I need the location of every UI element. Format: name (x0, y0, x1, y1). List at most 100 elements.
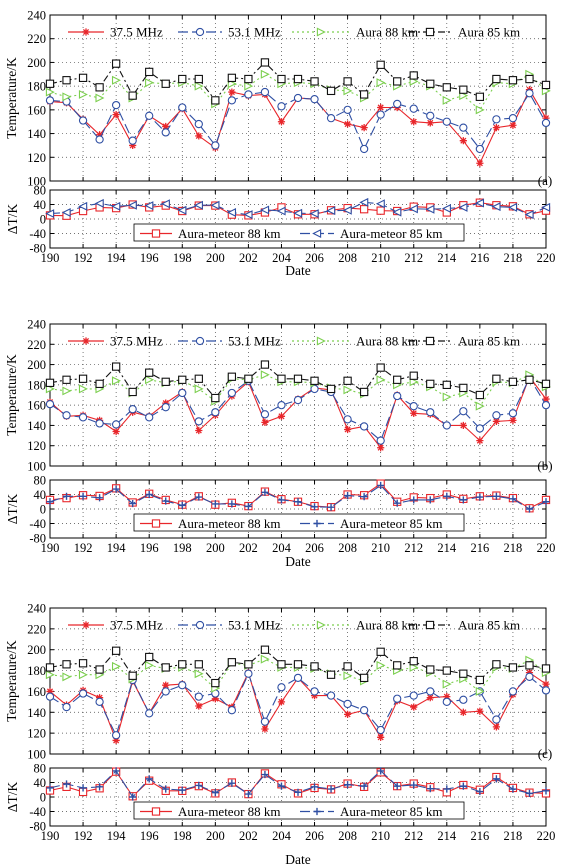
y-tick-label: -80 (29, 532, 46, 546)
data-point-difference-1 (491, 202, 501, 212)
x-tick-label: 208 (338, 541, 357, 555)
data-point-difference-1 (541, 202, 551, 212)
x-tick-label: 210 (371, 541, 390, 555)
data-point-temperature-1 (459, 695, 468, 704)
data-point-temperature-1 (359, 144, 369, 154)
x-tick-label: 198 (173, 251, 192, 265)
data-point-temperature-3 (525, 661, 534, 670)
data-point-temperature-3 (211, 96, 220, 105)
panel-label: (b) (537, 458, 552, 473)
x-tick-label: 198 (173, 541, 192, 555)
data-point-temperature-2 (62, 92, 72, 102)
x-tick-label: 212 (404, 251, 423, 265)
data-point-temperature-2 (78, 89, 88, 99)
legend-item-diff88-label: Aura-meteor 88 km (178, 226, 281, 241)
data-point-difference-1 (144, 201, 154, 211)
data-point-temperature-3 (492, 74, 501, 84)
data-point-difference-1 (294, 498, 302, 506)
data-point-temperature-3 (459, 383, 468, 393)
data-point-difference-0 (376, 206, 385, 215)
data-point-difference-1 (475, 198, 485, 208)
data-point-temperature-2 (244, 81, 254, 91)
data-point-difference-1 (342, 205, 352, 215)
data-point-temperature-3 (211, 678, 220, 688)
x-tick-label: 210 (371, 829, 390, 843)
data-point-temperature-3 (128, 387, 137, 397)
data-point-temperature-2 (376, 78, 386, 88)
data-point-difference-1 (458, 202, 468, 212)
data-point-temperature-1 (326, 691, 336, 700)
legend-item-diff88-label: Aura-meteor 88 km (178, 516, 281, 531)
data-point-difference-1 (327, 503, 335, 511)
data-point-temperature-1 (45, 399, 55, 409)
data-point-temperature-1 (310, 95, 319, 104)
x-tick-label: 192 (74, 541, 93, 555)
x-tick-label: 204 (272, 541, 292, 555)
data-point-temperature-3 (244, 660, 253, 669)
data-point-temperature-2 (78, 384, 88, 394)
data-point-difference-1 (96, 783, 104, 791)
data-point-difference-0 (359, 205, 369, 214)
data-point-temperature-0 (476, 707, 484, 715)
y-tick-label: 100 (27, 175, 46, 189)
data-point-temperature-3 (227, 372, 237, 381)
data-point-temperature-2 (145, 78, 155, 88)
data-point-temperature-0 (344, 710, 352, 718)
data-point-difference-1 (79, 492, 87, 500)
data-point-temperature-2 (62, 386, 72, 396)
plot-frame (49, 323, 547, 467)
data-point-temperature-1 (343, 415, 352, 424)
data-point-difference-1 (327, 785, 335, 793)
data-point-temperature-3 (376, 647, 385, 656)
data-point-temperature-0 (509, 121, 517, 129)
legend-item-531-marker (195, 336, 205, 346)
data-point-temperature-3 (409, 657, 418, 666)
x-tick-label: 216 (470, 829, 489, 843)
data-point-difference-1 (260, 205, 270, 215)
data-point-temperature-3 (45, 663, 55, 672)
data-point-temperature-3 (393, 375, 402, 384)
data-point-temperature-0 (459, 708, 467, 716)
data-point-temperature-0 (492, 723, 500, 731)
data-point-temperature-1 (525, 672, 534, 681)
data-point-temperature-3 (293, 74, 303, 84)
panel-1-temperature-plot: 100 120 140 160 180 200 220 240 Temperature/K (4, 318, 551, 474)
data-point-temperature-0 (525, 669, 534, 677)
data-point-difference-1 (525, 789, 534, 797)
data-point-temperature-0 (492, 124, 500, 132)
data-point-temperature-1 (95, 419, 104, 428)
legend-temperature-0: 37.5 MHz 53.1 MHz Aura 88 km Aura 85 km (68, 25, 520, 40)
data-point-temperature-0 (261, 418, 269, 426)
data-point-temperature-3 (244, 374, 253, 383)
legend-item-375-marker (82, 28, 90, 36)
data-point-temperature-3 (194, 374, 203, 383)
x-tick-label: 212 (404, 829, 423, 843)
data-point-temperature-1 (194, 417, 203, 426)
x-tick-label: 202 (239, 541, 258, 555)
data-point-temperature-3 (541, 80, 551, 90)
x-tick-label: 204 (272, 251, 292, 265)
data-point-difference-1 (524, 210, 534, 220)
y-tick-label: 40 (34, 488, 47, 502)
data-point-temperature-2 (376, 660, 386, 670)
y-tick-label: 240 (27, 9, 46, 23)
y-tick-label: 220 (27, 622, 46, 636)
x-tick-label: 206 (305, 251, 324, 265)
data-point-temperature-1 (326, 114, 336, 123)
y-tick-label: 120 (27, 151, 46, 165)
data-point-difference-1 (459, 496, 467, 504)
data-point-temperature-2 (145, 660, 155, 670)
data-point-temperature-3 (310, 662, 319, 671)
data-point-temperature-3 (293, 374, 303, 383)
legend-item-531-marker (195, 620, 205, 630)
x-tick-label: 192 (74, 829, 93, 843)
data-point-temperature-1 (293, 395, 303, 405)
data-point-difference-1 (129, 499, 137, 508)
data-point-difference-1 (177, 205, 187, 215)
data-point-temperature-3 (293, 660, 303, 669)
data-point-difference-1 (326, 206, 336, 216)
data-point-difference-1 (178, 786, 186, 794)
data-point-temperature-0 (46, 687, 54, 696)
data-point-temperature-0 (476, 159, 484, 167)
data-point-temperature-1 (541, 118, 551, 128)
